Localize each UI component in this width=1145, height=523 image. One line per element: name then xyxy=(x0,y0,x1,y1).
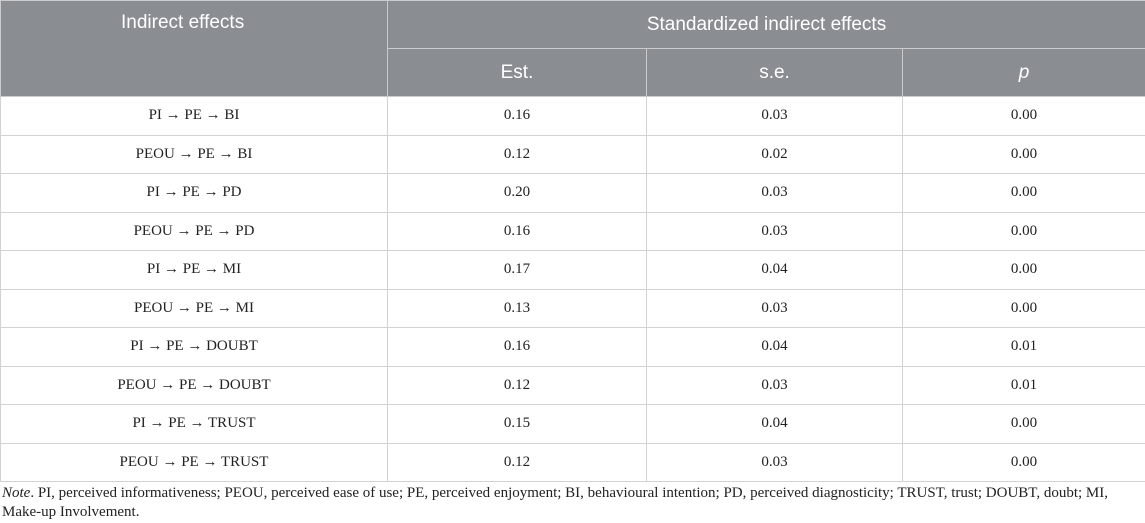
path-cell: PEOU → PE → DOUBT xyxy=(0,366,388,405)
p-cell: 0.00 xyxy=(901,212,1145,251)
table-row: PI → PE → BI 0.16 0.03 0.00 xyxy=(0,96,1145,136)
est-cell: 0.17 xyxy=(387,250,647,290)
table-row: PEOU → PE → DOUBT 0.12 0.03 0.01 xyxy=(0,366,1145,405)
se-cell: 0.02 xyxy=(646,135,903,174)
indirect-effects-table: Indirect effects Standardized indirect e… xyxy=(0,0,1145,482)
path-cell: PI → PE → BI xyxy=(0,96,388,136)
path-cell: PI → PE → DOUBT xyxy=(0,327,388,367)
path-cell: PEOU → PE → TRUST xyxy=(0,443,388,482)
path-cell: PEOU → PE → PD xyxy=(0,212,388,251)
se-cell: 0.03 xyxy=(646,443,903,482)
path-cell: PI → PE → TRUST xyxy=(0,404,388,444)
p-cell: 0.01 xyxy=(901,327,1145,367)
table-row: PEOU → PE → PD 0.16 0.03 0.00 xyxy=(0,212,1145,251)
table-row: PEOU → PE → TRUST 0.12 0.03 0.00 xyxy=(0,443,1145,482)
est-cell: 0.13 xyxy=(387,289,647,328)
est-cell: 0.12 xyxy=(387,366,647,405)
p-cell: 0.00 xyxy=(901,250,1145,290)
est-cell: 0.16 xyxy=(387,327,647,367)
table-row: PEOU → PE → MI 0.13 0.03 0.00 xyxy=(0,289,1145,328)
table-row: PI → PE → TRUST 0.15 0.04 0.00 xyxy=(0,404,1145,444)
p-cell: 0.00 xyxy=(901,443,1145,482)
se-cell: 0.03 xyxy=(646,173,903,213)
table-body: PI → PE → BI 0.16 0.03 0.00 PEOU → PE → … xyxy=(0,96,1145,482)
est-cell: 0.16 xyxy=(387,96,647,136)
table-row: PI → PE → MI 0.17 0.04 0.00 xyxy=(0,250,1145,290)
est-cell: 0.12 xyxy=(387,443,647,482)
est-cell: 0.16 xyxy=(387,212,647,251)
se-cell: 0.03 xyxy=(646,96,903,136)
p-cell: 0.01 xyxy=(901,366,1145,405)
header-p: p xyxy=(901,48,1145,97)
header-indirect-effects: Indirect effects xyxy=(0,0,388,97)
note-label: Note xyxy=(2,485,31,501)
se-cell: 0.03 xyxy=(646,289,903,328)
path-cell: PEOU → PE → BI xyxy=(0,135,388,174)
note-text: . PI, perceived informativeness; PEOU, p… xyxy=(2,485,1109,520)
est-cell: 0.15 xyxy=(387,404,647,444)
table-row: PEOU → PE → BI 0.12 0.02 0.00 xyxy=(0,135,1145,174)
table-row: PI → PE → PD 0.20 0.03 0.00 xyxy=(0,173,1145,213)
table-row: PI → PE → DOUBT 0.16 0.04 0.01 xyxy=(0,327,1145,367)
se-cell: 0.04 xyxy=(646,327,903,367)
table-header: Indirect effects Standardized indirect e… xyxy=(0,0,1145,97)
se-cell: 0.03 xyxy=(646,366,903,405)
header-standardized-indirect-effects: Standardized indirect effects xyxy=(386,0,1145,49)
header-se: s.e. xyxy=(646,48,903,97)
se-cell: 0.03 xyxy=(646,212,903,251)
p-cell: 0.00 xyxy=(901,135,1145,174)
p-cell: 0.00 xyxy=(901,173,1145,213)
p-cell: 0.00 xyxy=(901,289,1145,328)
est-cell: 0.20 xyxy=(387,173,647,213)
est-cell: 0.12 xyxy=(387,135,647,174)
path-cell: PI → PE → MI xyxy=(0,250,388,290)
se-cell: 0.04 xyxy=(646,250,903,290)
p-cell: 0.00 xyxy=(901,404,1145,444)
path-cell: PEOU → PE → MI xyxy=(0,289,388,328)
p-cell: 0.00 xyxy=(901,96,1145,136)
se-cell: 0.04 xyxy=(646,404,903,444)
header-est: Est. xyxy=(387,48,647,97)
table-note: Note. PI, perceived informativeness; PEO… xyxy=(2,484,1142,522)
path-cell: PI → PE → PD xyxy=(0,173,388,213)
results-table-container: Indirect effects Standardized indirect e… xyxy=(0,0,1145,482)
